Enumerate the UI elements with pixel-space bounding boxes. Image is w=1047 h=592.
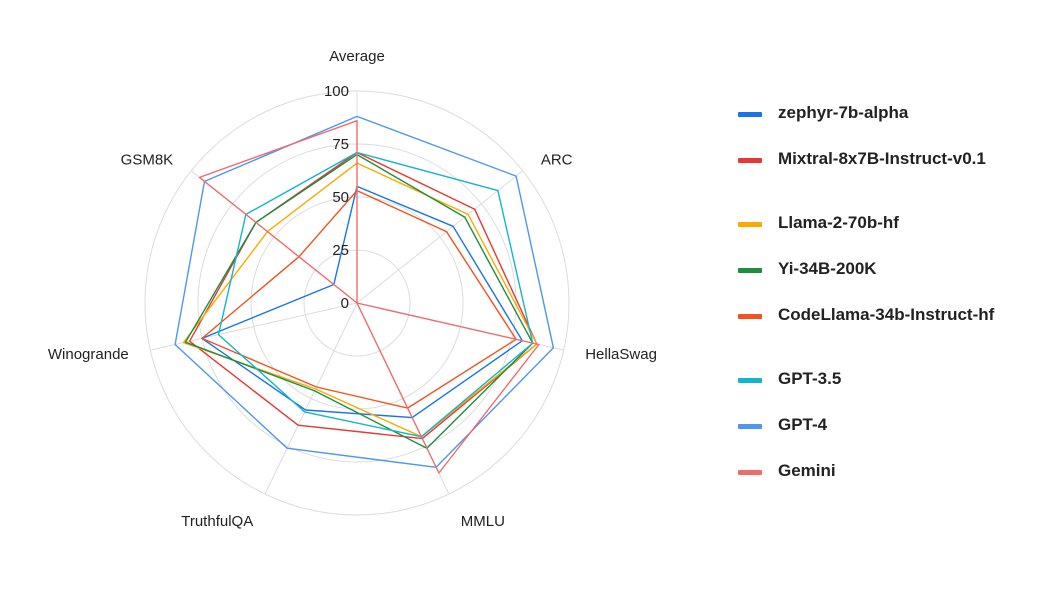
legend-label: Gemini: [778, 461, 836, 480]
legend-item[interactable]: GPT-3.5: [738, 370, 1038, 416]
series-line-1: [188, 151, 538, 440]
series-line-4: [201, 189, 517, 409]
series-line-0: [201, 185, 523, 419]
axis-label: Average: [329, 48, 385, 65]
legend-item[interactable]: GPT-4: [738, 416, 1038, 462]
axis-label: ARC: [541, 152, 573, 169]
legend-swatch: [738, 158, 762, 163]
series-line-6: [174, 115, 555, 468]
ring-tick-label: 100: [324, 83, 349, 100]
ring-tick-label: 25: [332, 242, 349, 259]
axis-label: Winogrande: [48, 346, 129, 363]
legend-swatch: [738, 470, 762, 475]
legend-item[interactable]: CodeLlama-34b-Instruct-hf: [738, 306, 1038, 370]
series-line-3: [184, 153, 534, 449]
series-line-2: [182, 162, 538, 438]
legend-label: Yi-34B-200K: [778, 259, 877, 278]
legend-swatch: [738, 268, 762, 273]
legend-label: Llama-2-70b-hf: [778, 213, 899, 232]
legend-swatch: [738, 222, 762, 227]
radar-chart: 0 25 50 75 100 Average ARC HellaSwag MMLU Truthfu…: [48, 48, 657, 530]
chart-legend: zephyr-7b-alpha Mixtral-8x7B-Instruct-v0.…: [738, 104, 1038, 508]
legend-item[interactable]: Llama-2-70b-hf: [738, 214, 1038, 260]
legend-item[interactable]: Mixtral-8x7B-Instruct-v0.1: [738, 150, 1038, 214]
legend-item[interactable]: Yi-34B-200K: [738, 260, 1038, 306]
legend-item[interactable]: zephyr-7b-alpha: [738, 104, 1038, 150]
ring-tick-label: 0: [341, 295, 349, 312]
axis-label: MMLU: [461, 513, 505, 530]
legend-label: Mixtral-8x7B-Instruct-v0.1: [778, 149, 986, 168]
legend-label: GPT-4: [778, 415, 828, 434]
axis-spoke-1: [356, 170, 524, 304]
legend-item[interactable]: Gemini: [738, 462, 1038, 508]
legend-swatch: [738, 424, 762, 429]
radar-labels: 0 25 50 75 100 Average ARC HellaSwag MMLU Truthfu…: [48, 48, 657, 530]
legend-swatch: [738, 314, 762, 319]
axis-spoke-4: [264, 302, 358, 495]
series-line-7: [198, 119, 540, 474]
legend-label: zephyr-7b-alpha: [778, 103, 909, 122]
radar-series: [174, 115, 555, 474]
axis-label: GSM8K: [121, 152, 174, 169]
ring-tick-label: 75: [332, 136, 349, 153]
legend-swatch: [738, 112, 762, 117]
axis-label: TruthfulQA: [181, 513, 253, 530]
series-line-5: [217, 151, 534, 438]
legend-label: CodeLlama-34b-Instruct-hf: [778, 305, 995, 324]
axis-label: HellaSwag: [585, 346, 657, 363]
legend-label: GPT-3.5: [778, 369, 842, 388]
ring-tick-label: 50: [332, 189, 349, 206]
legend-swatch: [738, 378, 762, 383]
axis-spoke-5: [150, 302, 358, 351]
